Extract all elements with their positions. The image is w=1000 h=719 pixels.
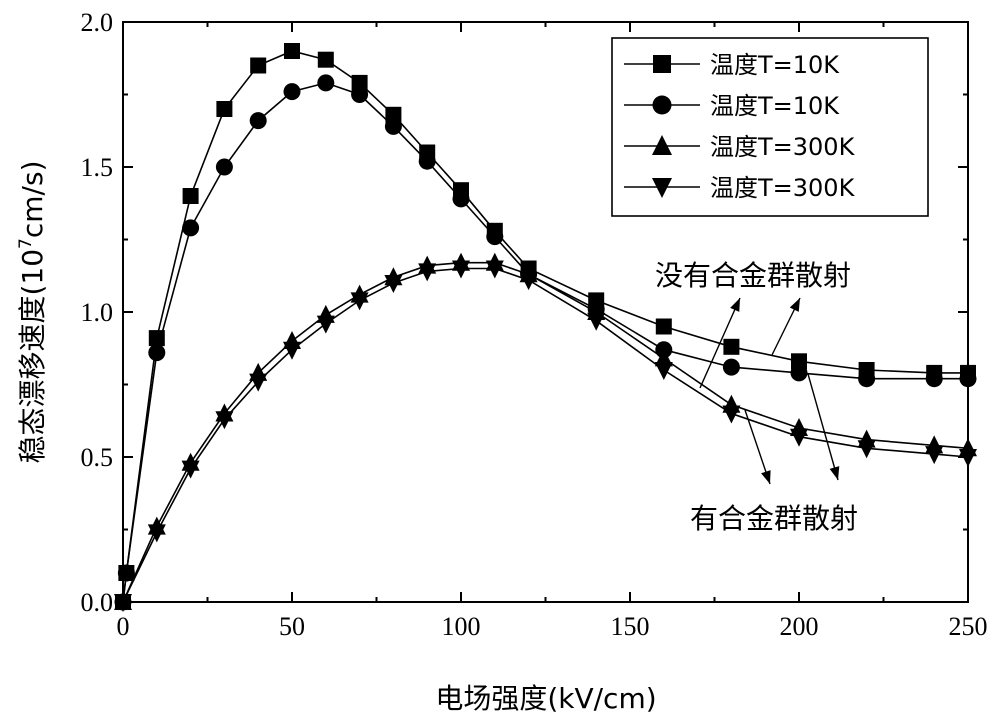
annotation-arrow-alloy-1 <box>744 409 771 485</box>
legend-marker <box>652 95 672 115</box>
series-4-point <box>790 428 808 447</box>
series-2-point <box>148 344 166 362</box>
series-2-point <box>858 370 876 388</box>
y-tick-label: 2.0 <box>81 8 114 37</box>
annotation-no-alloy-scattering: 没有合金群散射 <box>655 259 851 292</box>
series-4-point <box>384 275 403 293</box>
axes-layer: 0 50 100 150 200 250 0.0 0.5 1.0 1.5 2.0 <box>81 8 988 641</box>
series-2-point <box>351 86 369 103</box>
series-1-point <box>216 101 233 117</box>
series-3-point <box>654 348 673 367</box>
series-4-point <box>925 446 944 465</box>
series-4-point <box>418 263 437 282</box>
y-axis-title: 稳态漂移速度(107cm/s) <box>16 160 49 463</box>
series-4-point <box>654 362 673 380</box>
legend-item: 温度T=10K <box>624 92 840 120</box>
x-tick-label: 50 <box>279 612 305 641</box>
series-2-point <box>486 228 504 246</box>
legend-item: 温度T=300K <box>624 133 856 161</box>
series-4-point <box>452 260 470 279</box>
series-4-point <box>722 405 741 424</box>
series-1-point <box>250 57 267 74</box>
series-2-point <box>215 158 233 176</box>
series-2-point <box>182 219 200 237</box>
legend: 温度T=10K 温度T=10K 温度T=300K 温度T=300K <box>611 37 929 217</box>
series-2-point <box>384 117 402 135</box>
y-axis-title-exponent: 7 <box>16 238 36 249</box>
series-4-point <box>114 594 132 612</box>
series-2-point <box>925 370 943 388</box>
series-2 <box>114 74 977 611</box>
legend-item: 温度T=10K <box>624 51 840 79</box>
x-tick-label: 250 <box>949 612 988 641</box>
legend-label: 温度T=300K <box>710 133 856 161</box>
series-2-point <box>452 190 470 208</box>
series-3-line <box>122 261 969 603</box>
x-axis-title: 电场强度(kV/cm) <box>435 682 656 715</box>
y-tick-label: 0.0 <box>81 588 114 617</box>
series-2-point <box>249 112 267 130</box>
annotation-arrow-alloy-2 <box>807 373 840 481</box>
series-1-point <box>655 318 672 335</box>
series-2-point <box>283 83 301 101</box>
annotation-alloy-scattering: 有合金群散射 <box>690 502 858 535</box>
series-4-point <box>249 373 268 392</box>
series-4-point <box>959 449 977 467</box>
series-1-point <box>182 188 199 204</box>
y-tick-label: 1.5 <box>81 153 114 182</box>
series-3 <box>114 252 977 610</box>
series-1-point <box>148 330 165 347</box>
series-2-point <box>722 358 740 376</box>
y-axis-title-suffix: cm/s) <box>16 160 49 238</box>
annotation-arrow-no-alloy-2 <box>771 297 801 356</box>
series-1-point <box>317 51 334 68</box>
series-2-point <box>317 74 335 92</box>
series-4-point <box>316 315 335 334</box>
y-axis-title-prefix: 稳态漂移速度(10 <box>16 249 49 464</box>
series-4-point <box>519 272 538 291</box>
series-2-point <box>790 364 808 382</box>
annotations-layer: 没有合金群散射 有合金群散射 <box>655 259 858 535</box>
series-4-point <box>181 460 200 479</box>
x-tick-label: 100 <box>442 612 481 641</box>
series-4-point <box>857 440 876 459</box>
x-tick-label: 0 <box>117 612 130 641</box>
series-1-point <box>351 74 368 91</box>
series-4-point <box>215 411 234 430</box>
x-tick-label: 150 <box>611 612 650 641</box>
series-4-point <box>283 341 301 360</box>
series-2-point <box>117 564 135 582</box>
legend-marker <box>652 135 672 155</box>
annotation-arrow-no-alloy-1 <box>699 297 741 389</box>
series-4-point <box>147 524 166 543</box>
series-1-point <box>723 338 740 355</box>
series-4-point <box>587 312 606 331</box>
series-4-point <box>485 260 504 279</box>
legend-marker <box>652 178 672 198</box>
series-1-point <box>385 106 402 123</box>
x-tick-label: 200 <box>780 612 819 641</box>
series-2-point <box>959 370 977 388</box>
y-tick-label: 1.0 <box>81 298 114 327</box>
legend-label: 温度T=300K <box>710 174 856 202</box>
series-1-point <box>791 353 807 370</box>
series-4 <box>114 260 977 612</box>
series-4-point <box>350 292 369 311</box>
series-2-point <box>418 152 436 170</box>
legend-item: 温度T=300K <box>624 174 856 202</box>
series-1-point <box>284 43 300 59</box>
legend-label: 温度T=10K <box>710 92 840 120</box>
series-layer <box>114 43 977 612</box>
legend-marker <box>653 55 671 73</box>
legend-label: 温度T=10K <box>710 51 840 79</box>
y-tick-label: 0.5 <box>81 443 114 472</box>
